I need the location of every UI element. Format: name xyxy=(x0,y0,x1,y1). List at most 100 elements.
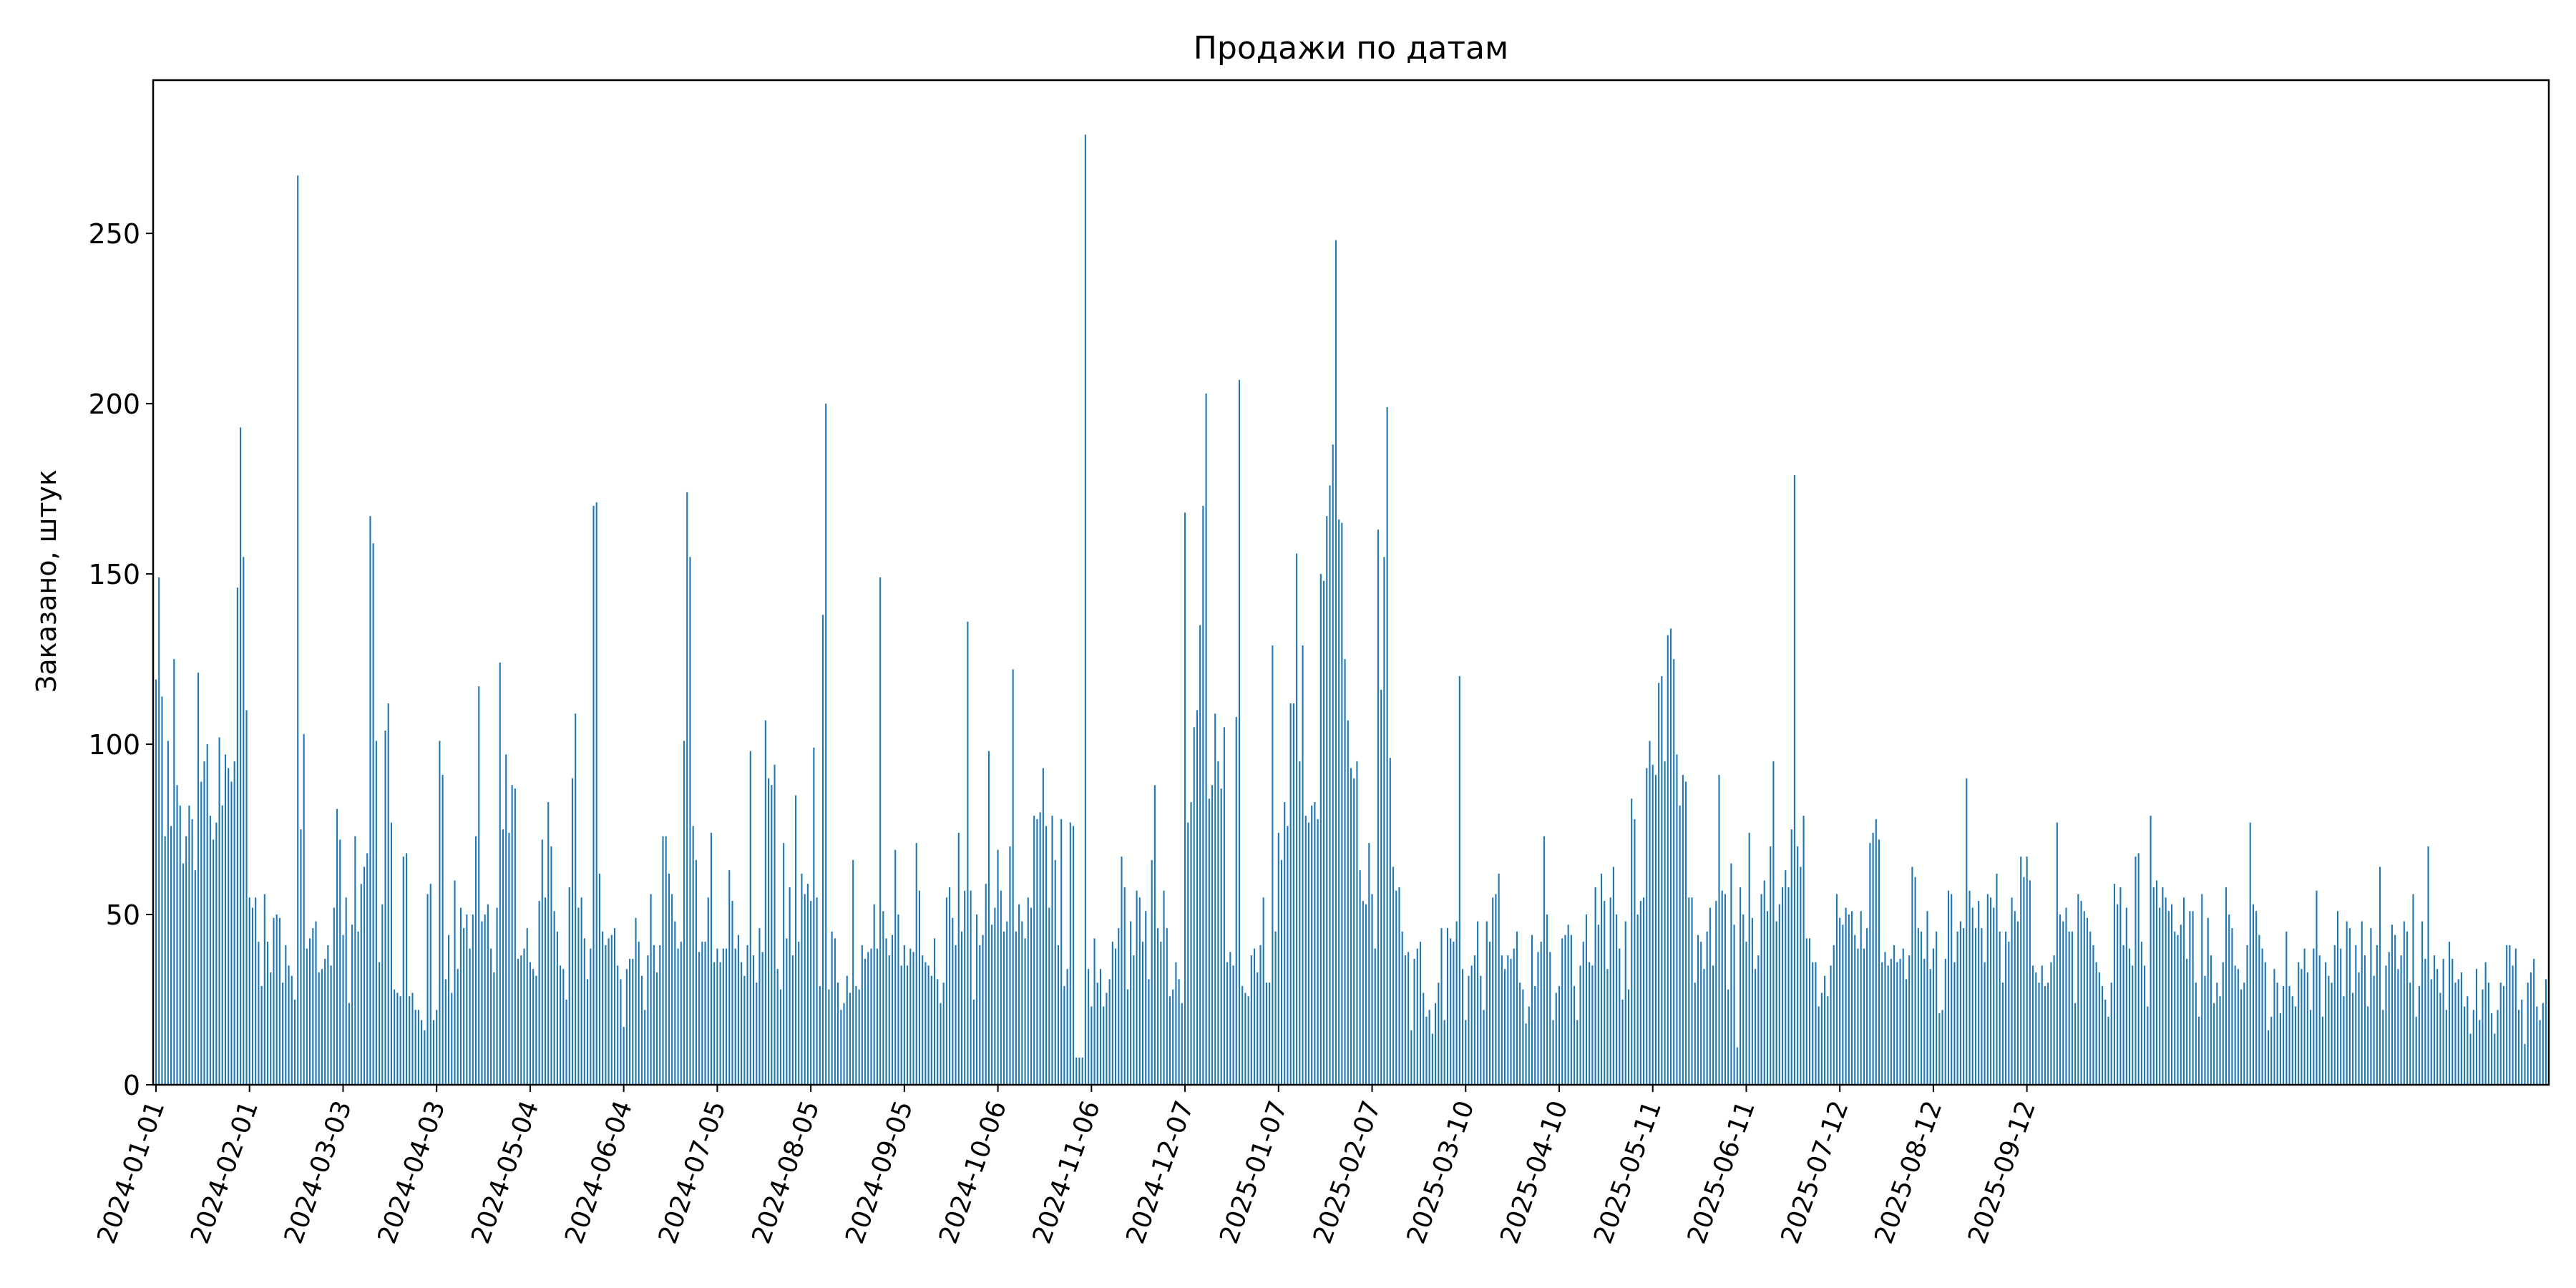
bar xyxy=(668,873,670,1085)
bar xyxy=(1951,894,1953,1085)
bar xyxy=(1839,917,1841,1085)
bar xyxy=(1214,713,1216,1085)
bar xyxy=(1123,887,1126,1085)
bar xyxy=(535,975,537,1085)
bar xyxy=(2207,917,2209,1085)
bar xyxy=(2065,907,2067,1085)
bar xyxy=(1881,962,1883,1085)
bar xyxy=(1984,962,1986,1085)
bar xyxy=(384,731,386,1085)
bar xyxy=(454,880,456,1085)
bar xyxy=(556,931,558,1085)
bar xyxy=(1721,890,1723,1085)
bar xyxy=(2035,972,2037,1085)
bar xyxy=(741,962,743,1085)
bar xyxy=(1163,890,1165,1085)
bar xyxy=(1012,669,1014,1085)
bar xyxy=(2234,965,2236,1085)
bar xyxy=(339,839,341,1085)
bar xyxy=(275,914,278,1085)
bar xyxy=(1872,832,1874,1085)
bar xyxy=(1636,914,1639,1085)
bar xyxy=(674,921,676,1085)
bar xyxy=(188,805,190,1085)
bar xyxy=(1075,1057,1078,1085)
bar xyxy=(2491,1013,2493,1085)
bar xyxy=(1589,962,1591,1085)
bar xyxy=(876,948,878,1085)
bar xyxy=(1443,1020,1445,1085)
bar xyxy=(900,965,902,1085)
bar xyxy=(2388,952,2390,1085)
bar xyxy=(2186,958,2188,1085)
bar xyxy=(1359,870,1361,1085)
bar xyxy=(1193,727,1195,1085)
bar xyxy=(1392,867,1395,1085)
bar xyxy=(613,928,616,1085)
bar xyxy=(490,948,492,1085)
bar xyxy=(1522,989,1524,1085)
bar xyxy=(864,958,867,1085)
bar xyxy=(794,795,797,1085)
bar xyxy=(2313,948,2315,1085)
bar xyxy=(273,917,275,1085)
bar xyxy=(1002,931,1005,1085)
bar xyxy=(514,788,516,1085)
bar xyxy=(725,948,728,1085)
bar xyxy=(538,901,540,1085)
bar xyxy=(1292,703,1294,1085)
bar xyxy=(2240,989,2243,1085)
bar xyxy=(918,890,920,1085)
bar xyxy=(1534,985,1536,1085)
bar xyxy=(1770,846,1772,1085)
bar xyxy=(1944,958,1946,1085)
bar xyxy=(2376,945,2378,1085)
bar xyxy=(1570,935,1572,1085)
bar xyxy=(1091,1006,1093,1085)
bar xyxy=(879,577,882,1085)
bar xyxy=(620,979,622,1085)
bar xyxy=(224,754,227,1085)
bar xyxy=(994,907,996,1085)
bar xyxy=(221,805,223,1085)
bar xyxy=(967,621,969,1085)
bar xyxy=(2050,962,2052,1085)
bar xyxy=(297,175,299,1085)
bar xyxy=(1757,955,1760,1085)
bar xyxy=(1138,897,1141,1085)
bar xyxy=(625,969,628,1085)
bar xyxy=(426,894,429,1085)
bar xyxy=(457,969,459,1085)
bar xyxy=(1624,921,1626,1085)
bar xyxy=(1377,530,1380,1085)
bar xyxy=(526,928,528,1085)
bar xyxy=(1172,989,1174,1085)
bar xyxy=(1709,907,1711,1085)
bar xyxy=(598,873,600,1085)
bar xyxy=(940,1002,942,1085)
bar xyxy=(1673,659,1675,1085)
bar xyxy=(840,1010,842,1085)
bar xyxy=(255,897,257,1085)
bar xyxy=(2367,1006,2369,1085)
bar xyxy=(2427,846,2429,1085)
bar xyxy=(2152,887,2155,1085)
bar xyxy=(2418,985,2420,1085)
bar xyxy=(191,819,193,1085)
bar xyxy=(746,945,748,1085)
bar xyxy=(1896,962,1898,1085)
bar xyxy=(547,801,550,1085)
bar xyxy=(1244,992,1246,1085)
bar xyxy=(1374,948,1376,1085)
bar xyxy=(2189,911,2191,1085)
bar xyxy=(1932,948,1934,1085)
y-axis: 0 50 100 150 200 250 xyxy=(88,218,153,1101)
bar xyxy=(1782,887,1784,1085)
bar xyxy=(288,965,290,1085)
bar xyxy=(2475,969,2478,1085)
bar xyxy=(828,989,830,1085)
bar xyxy=(1241,985,1244,1085)
bar xyxy=(1121,857,1123,1085)
bar xyxy=(1667,635,1669,1085)
bar xyxy=(282,982,284,1085)
